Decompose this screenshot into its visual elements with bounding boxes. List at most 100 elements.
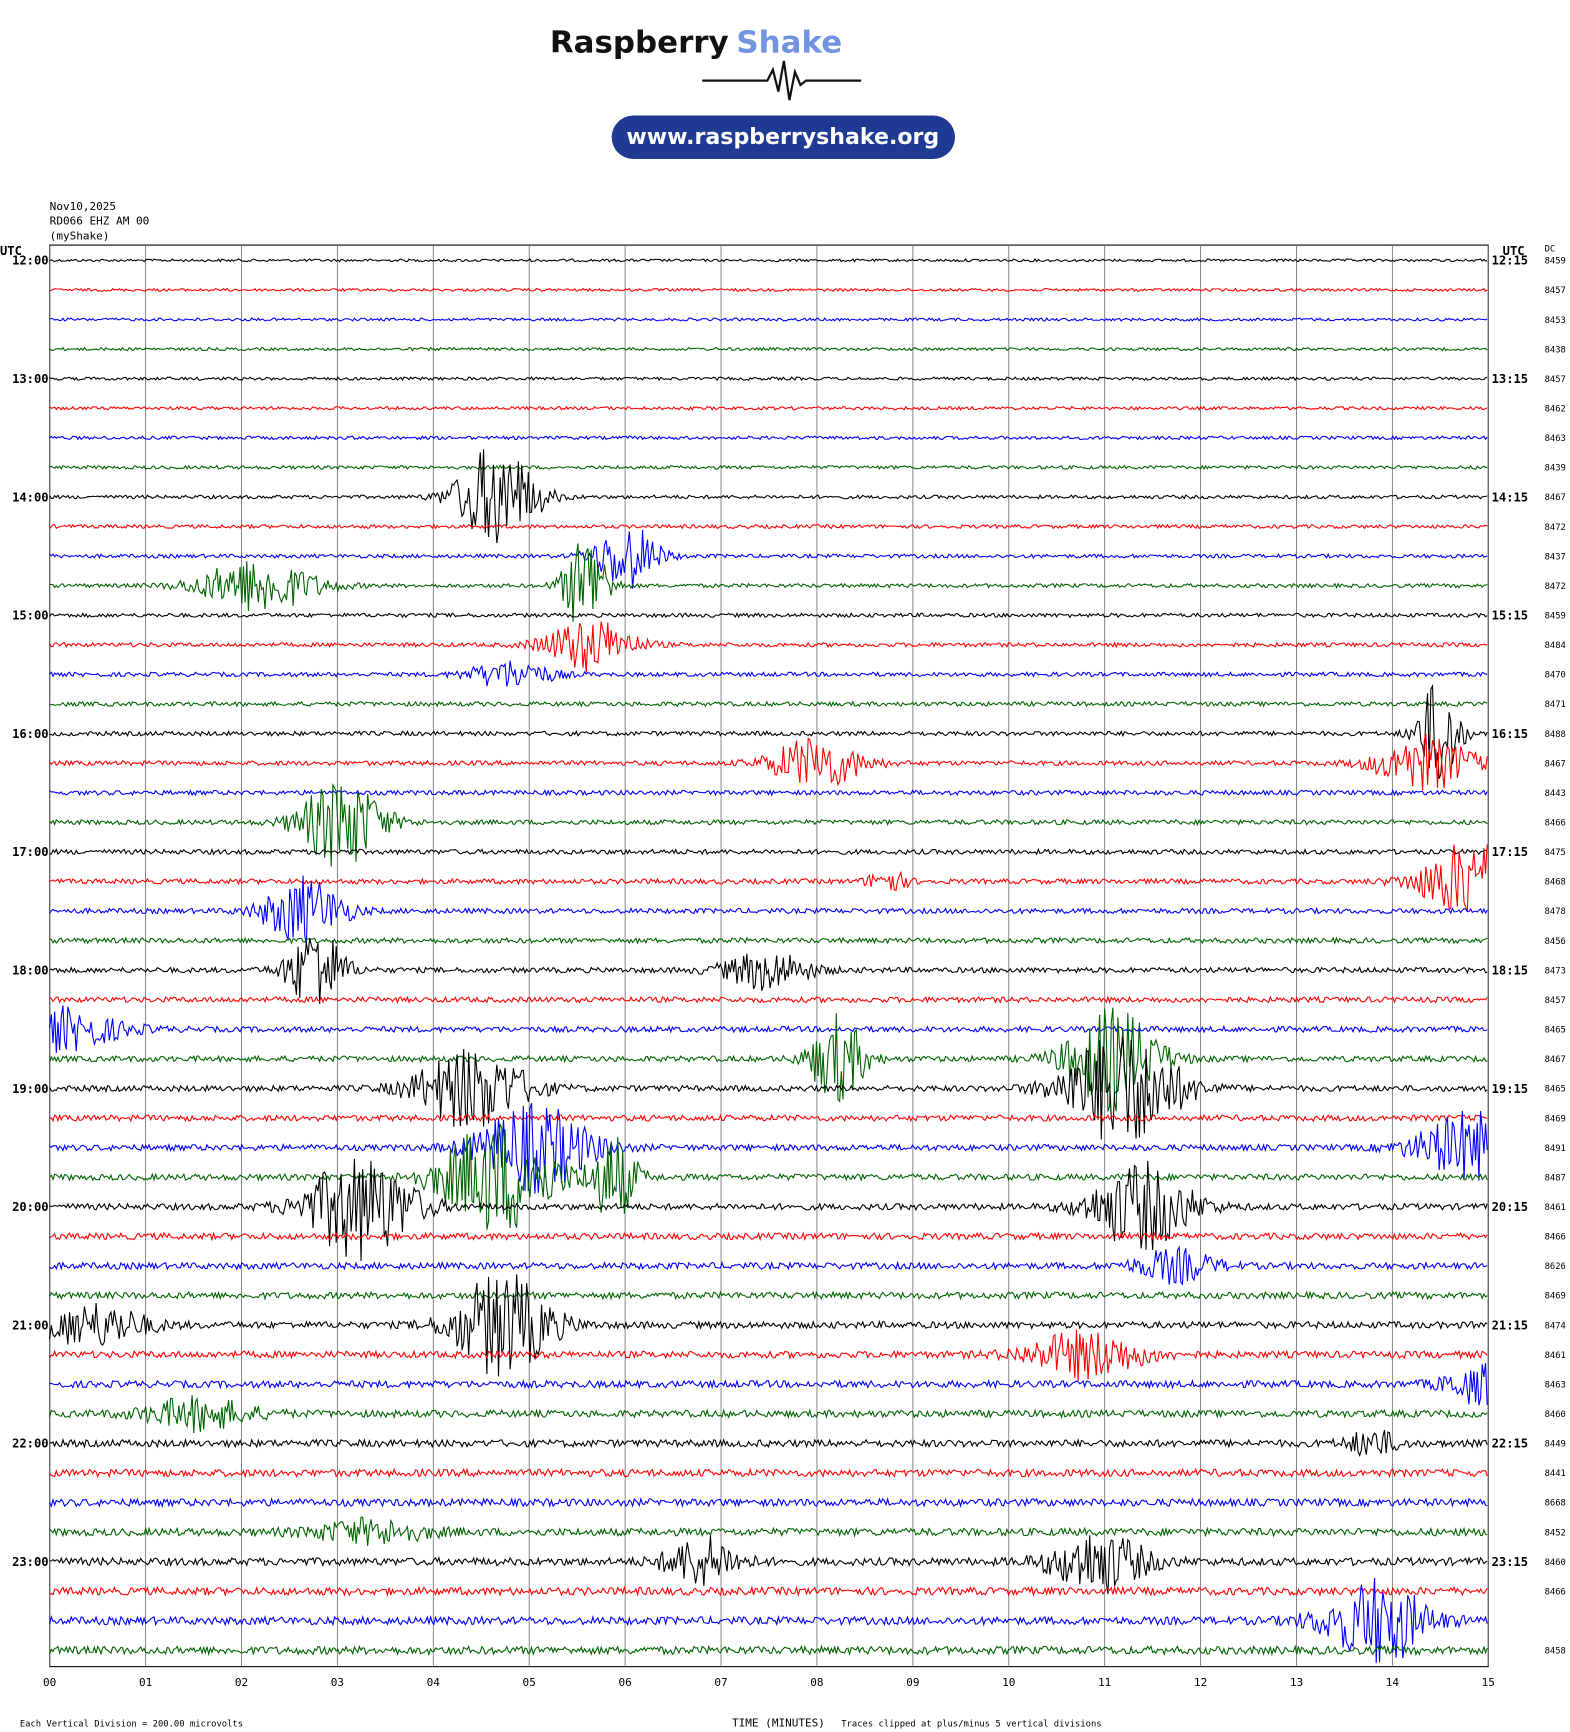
right-time-label: 20:15 xyxy=(1492,1200,1529,1214)
right-time-label: 23:15 xyxy=(1492,1555,1529,1569)
right-time-label: 12:15 xyxy=(1492,254,1529,268)
trace xyxy=(49,1395,1488,1434)
scale-note: Each Vertical Division = 200.00 microvol… xyxy=(20,1720,243,1730)
dc-value: 8463 xyxy=(1545,1380,1566,1390)
x-tick-label: 14 xyxy=(1386,1676,1400,1689)
dc-value: 8468 xyxy=(1545,878,1566,888)
dc-value: 8478 xyxy=(1545,907,1566,917)
trace xyxy=(49,621,1488,673)
x-tick-label: 10 xyxy=(1002,1676,1015,1689)
left-time-label: 14:00 xyxy=(12,490,49,504)
dc-value: 8469 xyxy=(1545,1292,1566,1302)
dc-value: 8472 xyxy=(1545,582,1566,592)
dc-value: 8467 xyxy=(1545,1055,1566,1065)
x-tick-label: 13 xyxy=(1290,1676,1303,1689)
trace xyxy=(49,1535,1488,1595)
trace xyxy=(49,1290,1488,1301)
dc-value: 8463 xyxy=(1545,434,1566,444)
trace xyxy=(49,1245,1488,1286)
trace xyxy=(49,346,1488,352)
left-axis-title: UTC xyxy=(0,244,22,258)
url-text[interactable]: www.raspberryshake.org xyxy=(626,125,939,150)
dc-value: 8491 xyxy=(1545,1144,1566,1154)
trace xyxy=(49,449,1488,544)
trace xyxy=(49,683,1488,779)
left-time-label: 21:00 xyxy=(12,1318,49,1332)
dc-value: 8441 xyxy=(1545,1469,1566,1479)
dc-value: 8466 xyxy=(1545,1233,1566,1243)
trace xyxy=(49,612,1488,619)
x-tick-label: 01 xyxy=(139,1676,152,1689)
dc-value: 8449 xyxy=(1545,1440,1566,1450)
trace xyxy=(49,1430,1488,1458)
trace xyxy=(49,405,1488,411)
trace xyxy=(49,1329,1488,1381)
left-time-label: 20:00 xyxy=(12,1200,49,1214)
dc-value: 8467 xyxy=(1545,493,1566,503)
dc-value: 8466 xyxy=(1545,1588,1566,1598)
left-time-label: 17:00 xyxy=(12,845,49,859)
trace xyxy=(49,1005,1488,1053)
left-time-label: 23:00 xyxy=(12,1555,49,1569)
dc-value: 8457 xyxy=(1545,996,1566,1006)
clip-note: Traces clipped at plus/minus 5 vertical … xyxy=(841,1720,1101,1730)
trace xyxy=(49,1516,1488,1546)
trace xyxy=(49,1123,1488,1230)
trace xyxy=(49,936,1488,945)
dc-value: 8487 xyxy=(1545,1173,1566,1183)
right-time-label: 18:15 xyxy=(1492,964,1529,978)
dc-value: 8458 xyxy=(1545,1647,1566,1657)
brand-first: Raspberry xyxy=(550,25,729,60)
dc-value: 8462 xyxy=(1545,405,1566,415)
dc-value: 8470 xyxy=(1545,671,1566,681)
dc-value: 8471 xyxy=(1545,700,1566,710)
trace xyxy=(49,1231,1488,1242)
trace xyxy=(49,317,1488,322)
dc-value: 8456 xyxy=(1545,937,1566,947)
trace xyxy=(49,1578,1488,1664)
trace xyxy=(49,464,1488,471)
trace xyxy=(49,543,1488,622)
plot-frame xyxy=(49,244,1489,1668)
dc-value: 8472 xyxy=(1545,523,1566,533)
trace xyxy=(49,376,1488,382)
brand-second: Shake xyxy=(736,25,842,60)
trace xyxy=(49,875,1488,945)
dc-value: 8473 xyxy=(1545,966,1566,976)
right-time-label: 16:15 xyxy=(1492,727,1529,741)
right-time-label: 21:15 xyxy=(1492,1318,1529,1332)
url-button[interactable] xyxy=(611,115,956,160)
trace xyxy=(49,937,1488,1004)
trace xyxy=(49,782,1488,867)
x-tick-label: 00 xyxy=(43,1676,56,1689)
left-time-label: 18:00 xyxy=(12,964,49,978)
dc-value: 8452 xyxy=(1545,1528,1566,1538)
dc-value: 8668 xyxy=(1545,1499,1566,1509)
x-tick-label: 03 xyxy=(331,1676,344,1689)
dc-value: 8465 xyxy=(1545,1085,1566,1095)
trace xyxy=(49,1113,1488,1123)
dc-value: 8460 xyxy=(1545,1558,1566,1568)
trace xyxy=(49,1585,1488,1597)
dc-value: 8459 xyxy=(1545,257,1566,267)
right-time-label: 13:15 xyxy=(1492,372,1529,386)
dc-title: DC xyxy=(1545,245,1556,255)
trace xyxy=(49,1274,1488,1377)
trace xyxy=(49,530,1488,589)
left-time-label: 15:00 xyxy=(12,609,49,623)
dc-value: 8453 xyxy=(1545,316,1566,326)
left-time-label: 13:00 xyxy=(12,372,49,386)
dc-value: 8465 xyxy=(1545,1026,1566,1036)
logo-wave xyxy=(702,60,862,101)
trace xyxy=(49,788,1488,797)
dc-value: 8467 xyxy=(1545,759,1566,769)
trace xyxy=(49,1496,1488,1509)
left-time-label: 16:00 xyxy=(12,727,49,741)
x-tick-label: 15 xyxy=(1482,1676,1495,1689)
dc-value: 8484 xyxy=(1545,641,1566,651)
trace xyxy=(49,1007,1488,1112)
dc-value: 8439 xyxy=(1545,464,1566,474)
trace xyxy=(49,700,1488,708)
right-time-label: 17:15 xyxy=(1492,845,1529,859)
right-time-label: 19:15 xyxy=(1492,1082,1529,1096)
